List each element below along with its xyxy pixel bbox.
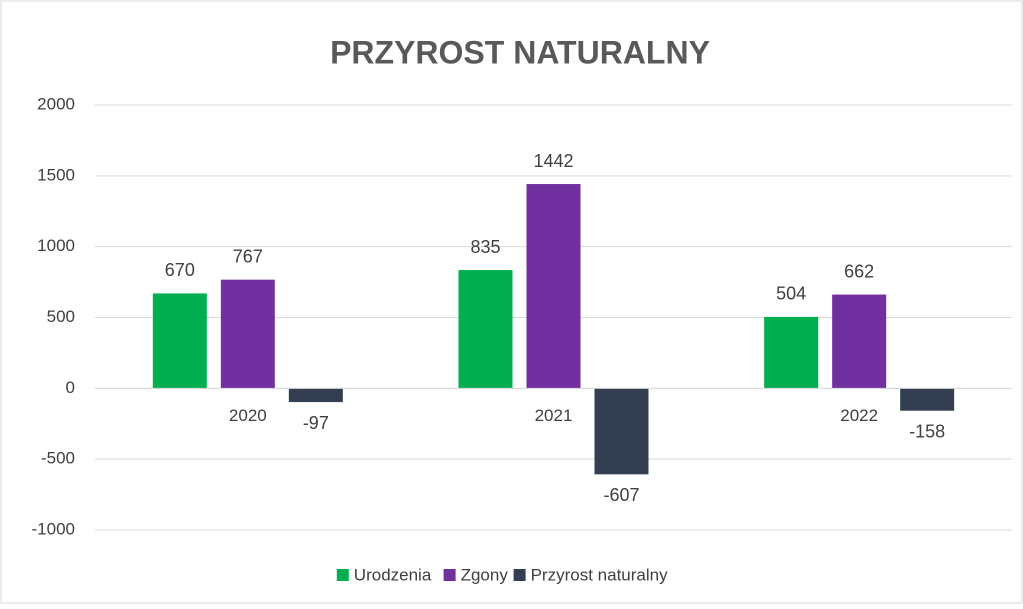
bar	[594, 388, 649, 475]
y-tick-label: 500	[47, 307, 75, 326]
y-tick-label: 0	[66, 378, 75, 397]
legend-swatch	[443, 569, 456, 581]
chart-title: PRZYROST NATURALNY	[330, 34, 710, 70]
y-tick-label: 1500	[37, 165, 75, 184]
bar	[526, 184, 581, 389]
bar	[220, 279, 275, 389]
legend-swatch	[513, 569, 526, 581]
data-label: 835	[470, 237, 500, 257]
data-label: 767	[233, 246, 263, 266]
y-tick-label: -500	[41, 449, 75, 468]
data-label: -97	[303, 413, 329, 433]
bar	[832, 294, 887, 389]
legend-label: Urodzenia	[354, 565, 432, 584]
bar	[288, 388, 343, 403]
legend-swatch	[336, 569, 349, 581]
y-tick-label: -1000	[32, 519, 75, 538]
x-tick-label: 2022	[840, 406, 878, 425]
data-label: 1442	[533, 151, 573, 171]
bar	[900, 388, 955, 411]
bar	[458, 270, 513, 389]
data-label: 662	[844, 261, 874, 281]
y-tick-label: 1000	[37, 236, 75, 255]
x-tick-label: 2020	[229, 406, 267, 425]
y-tick-label: 2000	[37, 94, 75, 113]
data-label: 670	[165, 260, 195, 280]
data-label: -607	[603, 485, 639, 505]
data-label: -158	[909, 421, 945, 441]
legend-label: Przyrost naturalny	[531, 565, 668, 584]
x-tick-label: 2021	[535, 406, 573, 425]
data-label: 504	[776, 284, 806, 304]
bar	[152, 293, 207, 389]
bar	[764, 316, 819, 389]
legend-label: Zgony	[461, 565, 509, 584]
